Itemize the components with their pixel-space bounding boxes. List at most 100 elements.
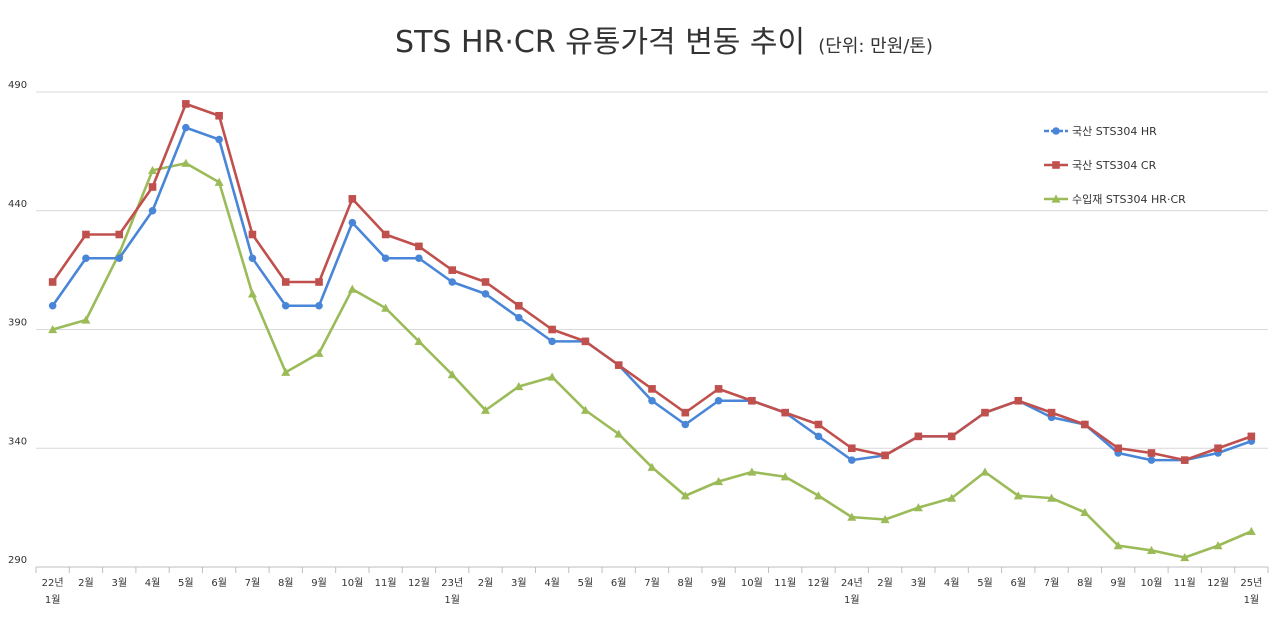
x-tick-label: 7월 (644, 577, 660, 589)
y-tick-label: 290 (8, 555, 27, 566)
data-point (181, 158, 191, 167)
x-tick-label: 10월 (1140, 577, 1162, 589)
data-point (1080, 507, 1090, 516)
x-tick-label: 7월 (245, 577, 261, 589)
data-point (781, 408, 789, 417)
data-point (81, 315, 91, 324)
legend-label: 국산 STS304 CR (1072, 159, 1157, 172)
x-tick-label: 12월 (1207, 577, 1229, 589)
data-point (614, 361, 623, 369)
gridlines (36, 91, 1268, 568)
data-point (1147, 449, 1156, 457)
data-point (1180, 553, 1190, 562)
x-tick-label: 4월 (544, 577, 560, 589)
data-point (648, 396, 656, 405)
data-point (748, 396, 756, 405)
x-tick-label: 9월 (711, 577, 727, 589)
x-tick-label: 10월 (741, 577, 763, 589)
x-tick-label: 5월 (178, 577, 194, 589)
x-tick-label: 5월 (977, 577, 993, 589)
data-point (515, 301, 523, 310)
x-tick-label: 12월 (408, 577, 430, 589)
data-point (1247, 432, 1256, 441)
data-point (148, 206, 157, 215)
data-point (847, 512, 857, 521)
x-tick-label: 3월 (111, 577, 127, 589)
x-axis: 22년 1월 2월 3월 4월 5월 6월 7월 8월 9월 10월 11월 12월 23년 1월 2월 3월 4… (35, 567, 1269, 606)
x-tick-label: 9월 (1110, 577, 1126, 589)
data-point (981, 408, 989, 417)
data-point (580, 405, 590, 414)
x-tick-label: 3월 (911, 577, 927, 589)
legend-item: 수입재 STS304 HR·CR (1044, 193, 1186, 206)
x-tick-label: 2월 (478, 577, 494, 589)
x-tick-label: 6월 (1010, 577, 1026, 589)
data-point (82, 230, 90, 239)
data-point (1213, 541, 1223, 550)
legend-item: 국산 STS304 HR (1044, 125, 1157, 138)
data-point (315, 301, 323, 310)
data-point (581, 337, 590, 346)
data-point (481, 290, 490, 298)
x-tick-label: 3월 (511, 577, 527, 589)
data-point (947, 432, 956, 441)
legend: 국산 STS304 HR 국산 STS304 CR 수입재 STS304 HR·CR (1044, 125, 1186, 206)
chart-title-unit: (단위: 만원/톤) (818, 36, 933, 57)
y-tick-label: 390 (8, 318, 27, 329)
y-tick-label: 440 (8, 199, 27, 210)
data-point (115, 254, 124, 263)
x-tick-label: 10월 (341, 577, 363, 589)
data-point (548, 337, 556, 346)
data-point (215, 135, 223, 144)
x-tick-label: 9월 (311, 577, 327, 589)
data-point (847, 444, 856, 453)
data-point (115, 230, 124, 239)
series-2 (48, 100, 1256, 464)
data-point (1014, 396, 1023, 405)
data-point (648, 385, 656, 393)
data-point (281, 301, 290, 310)
x-tick-label: 4월 (145, 577, 161, 589)
data-point (1214, 444, 1222, 453)
x-tick-label: 22년 (42, 577, 64, 589)
y-axis: 290 340 390 440 490 (8, 80, 27, 566)
data-point (214, 177, 224, 186)
data-point (681, 408, 690, 417)
data-point (347, 284, 357, 293)
data-point (415, 242, 423, 251)
data-point (148, 165, 158, 174)
data-point (813, 491, 823, 500)
data-point (980, 467, 990, 476)
data-point (780, 472, 790, 481)
data-point (1146, 545, 1156, 554)
data-point (148, 183, 157, 191)
data-point (1052, 127, 1060, 135)
data-point (182, 123, 190, 132)
x-tick-label: 6월 (611, 577, 627, 589)
data-point (913, 503, 923, 512)
data-point (947, 493, 957, 502)
x-tick-label: 25년 (1240, 577, 1262, 589)
data-point (714, 396, 723, 405)
data-point (348, 195, 357, 203)
x-tick-label: 1월 (1244, 594, 1260, 606)
data-point (714, 385, 723, 393)
data-point (215, 111, 223, 120)
x-tick-label: 1월 (444, 594, 460, 606)
y-tick-label: 340 (8, 436, 27, 447)
data-point (1052, 161, 1060, 169)
data-point (1013, 491, 1023, 500)
data-point (1113, 541, 1123, 550)
chart-title: STS HR·CR 유통가격 변동 추이 (단위: 만원/톤) (395, 25, 933, 60)
data-point (381, 254, 390, 263)
x-tick-label: 8월 (278, 577, 294, 589)
data-point (82, 254, 90, 263)
data-point (281, 367, 291, 376)
data-point (880, 515, 890, 524)
x-tick-label: 8월 (678, 577, 694, 589)
data-point (681, 420, 690, 429)
x-tick-label: 11월 (1174, 577, 1196, 589)
legend-label: 수입재 STS304 HR·CR (1072, 193, 1186, 206)
chart-title-main: STS HR·CR 유통가격 변동 추이 (395, 25, 805, 60)
x-tick-label: 8월 (1077, 577, 1093, 589)
